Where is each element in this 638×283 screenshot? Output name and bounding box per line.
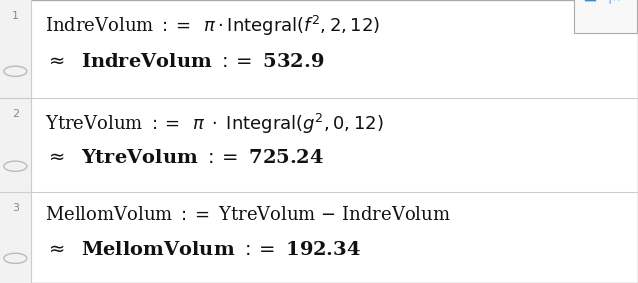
Text: $\approx\;$ IndreVolum $:=$ 532.9: $\approx\;$ IndreVolum $:=$ 532.9 (45, 53, 324, 72)
Text: │×=: │×= (606, 0, 630, 3)
FancyBboxPatch shape (0, 98, 31, 192)
FancyBboxPatch shape (0, 0, 31, 98)
Text: 2: 2 (11, 109, 19, 119)
Text: 3: 3 (12, 203, 19, 213)
Text: ≡: ≡ (582, 0, 597, 6)
FancyBboxPatch shape (574, 0, 637, 33)
FancyBboxPatch shape (0, 192, 31, 283)
Text: $\approx\;$ YtreVolum $:=$ 725.24: $\approx\;$ YtreVolum $:=$ 725.24 (45, 149, 323, 167)
Text: YtreVolum $:=\;\;\pi\;\cdot\;\mathrm{Integral}(g^2, 0, 12)$: YtreVolum $:=\;\;\pi\;\cdot\;\mathrm{Int… (45, 112, 383, 136)
Text: 1: 1 (12, 11, 19, 21)
Text: IndreVolum $:=\;\;\pi\cdot\mathrm{Integral}(f^2, 2, 12)$: IndreVolum $:=\;\;\pi\cdot\mathrm{Integr… (45, 14, 380, 38)
Text: $\approx\;$ MellomVolum $:=$ 192.34: $\approx\;$ MellomVolum $:=$ 192.34 (45, 241, 360, 259)
Text: MellomVolum $:=$ YtreVolum $-$ IndreVolum: MellomVolum $:=$ YtreVolum $-$ IndreVolu… (45, 206, 450, 224)
